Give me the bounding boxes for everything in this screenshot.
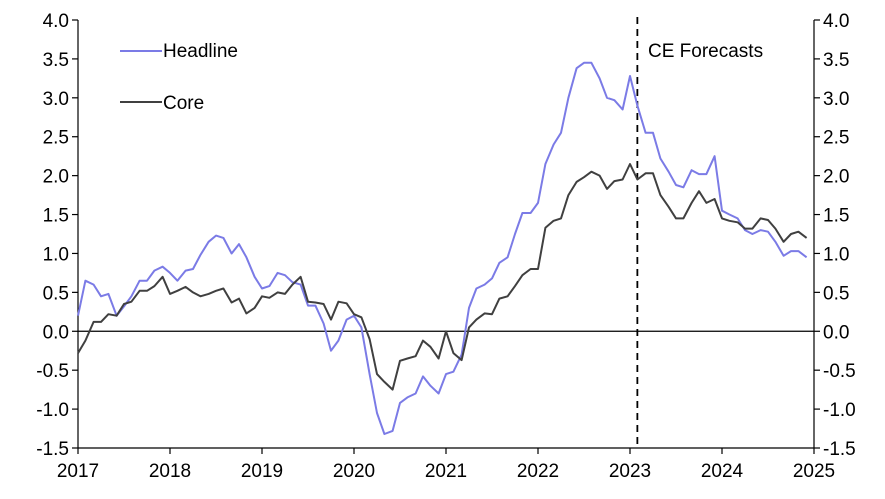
y-tick-label-left: 0.5	[43, 283, 69, 304]
x-tick-label: 2018	[149, 461, 191, 482]
y-tick-label-left: 0.0	[43, 322, 69, 343]
y-tick-label-right: -1.5	[823, 439, 856, 460]
series-line-core	[77, 163, 808, 391]
y-tick-label-left: 1.0	[43, 244, 69, 265]
x-tick-label: 2017	[57, 461, 99, 482]
x-tick-label: 2021	[425, 461, 467, 482]
legend-label-headline: Headline	[163, 41, 238, 62]
y-tick-label-left: 3.0	[43, 89, 69, 110]
x-tick-label: 2019	[241, 461, 283, 482]
y-ticks-left: 4.0 3.5 3.0 2.5 2.0 1.5 1.0 0.5 0.0 -0.5 -1.0 -1.5	[36, 11, 78, 460]
y-tick-label-right: 0.0	[823, 322, 849, 343]
y-tick-label-right: 3.0	[823, 89, 849, 110]
y-tick-label-right: -0.5	[823, 361, 856, 382]
y-tick-label-right: -1.0	[823, 400, 856, 421]
y-tick-label-left: 2.0	[43, 167, 69, 188]
y-tick-label-left: 2.5	[43, 128, 69, 149]
x-tick-label: 2023	[609, 461, 651, 482]
x-tick-label: 2025	[793, 461, 835, 482]
y-tick-label-right: 1.0	[823, 244, 849, 265]
y-tick-label-right: 1.5	[823, 206, 849, 227]
x-ticks: 2017 2018 2019 2020 2021 2022 2023 2024 2025	[57, 448, 835, 482]
y-ticks-right: 4.0 3.5 3.0 2.5 2.0 1.5 1.0 0.5 0.0 -0.5 -1.0 -1.5	[814, 11, 856, 460]
y-tick-label-left: 4.0	[43, 11, 69, 32]
y-tick-label-left: 1.5	[43, 206, 69, 227]
legend: Headline Core	[120, 41, 238, 114]
x-tick-label: 2020	[333, 461, 375, 482]
y-tick-label-right: 2.5	[823, 128, 849, 149]
y-tick-label-right: 3.5	[823, 50, 849, 71]
series-line-headline	[77, 61, 808, 435]
x-tick-label: 2022	[517, 461, 559, 482]
y-tick-label-right: 0.5	[823, 283, 849, 304]
series-layer	[77, 61, 808, 435]
y-tick-label-left: -1.0	[36, 400, 69, 421]
y-tick-label-right: 4.0	[823, 11, 849, 32]
legend-label-core: Core	[163, 93, 204, 114]
y-tick-label-left: -0.5	[36, 361, 69, 382]
x-tick-label: 2024	[701, 461, 744, 482]
y-tick-label-right: 2.0	[823, 167, 849, 188]
y-tick-label-left: 3.5	[43, 50, 69, 71]
plot-frame	[77, 20, 815, 449]
forecast-annotation: CE Forecasts	[648, 41, 763, 62]
y-tick-label-left: -1.5	[36, 439, 69, 460]
